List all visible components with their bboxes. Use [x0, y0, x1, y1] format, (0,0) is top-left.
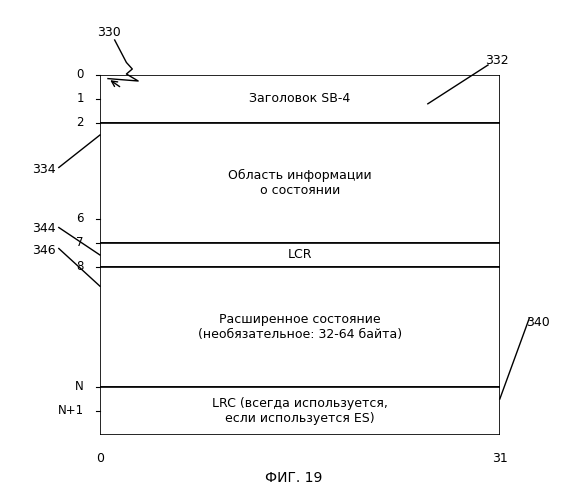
- Text: 31: 31: [492, 452, 507, 465]
- Text: 340: 340: [526, 316, 550, 329]
- Text: 1: 1: [76, 92, 84, 106]
- Text: ФИГ. 19: ФИГ. 19: [265, 471, 323, 485]
- Text: 332: 332: [485, 54, 509, 68]
- Text: 344: 344: [32, 222, 56, 235]
- Text: 346: 346: [32, 244, 56, 256]
- Text: 0: 0: [76, 68, 84, 82]
- Text: 330: 330: [97, 26, 121, 39]
- Bar: [100, 123, 500, 243]
- Text: Область информации
о состоянии: Область информации о состоянии: [228, 169, 372, 197]
- Text: 334: 334: [32, 163, 56, 176]
- Text: N: N: [75, 380, 84, 394]
- Text: Расширенное состояние
(необязательное: 32-64 байта): Расширенное состояние (необязательное: 3…: [198, 313, 402, 341]
- Bar: [100, 243, 500, 267]
- Text: 2: 2: [76, 116, 84, 130]
- Text: 7: 7: [76, 236, 84, 250]
- Text: 6: 6: [76, 212, 84, 226]
- Text: LRC (всегда используется,
если используется ES): LRC (всегда используется, если используе…: [212, 397, 388, 425]
- Text: Заголовок SB-4: Заголовок SB-4: [249, 92, 350, 106]
- Text: 0: 0: [96, 452, 104, 465]
- Text: LCR: LCR: [288, 248, 312, 262]
- Text: N+1: N+1: [58, 404, 84, 417]
- Bar: [100, 75, 500, 123]
- Bar: [100, 267, 500, 387]
- Bar: [100, 387, 500, 435]
- Text: 8: 8: [76, 260, 84, 274]
